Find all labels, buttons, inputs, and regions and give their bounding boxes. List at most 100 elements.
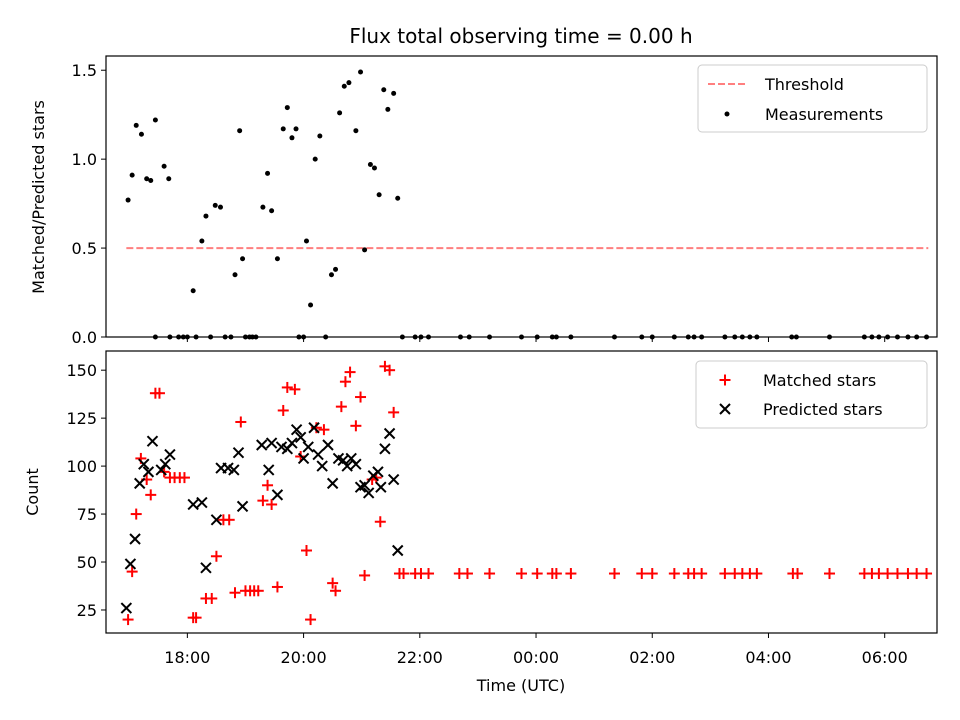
measurement-point-57	[385, 106, 391, 112]
x-stroke-b	[263, 464, 275, 476]
predicted-star-point-20	[263, 464, 275, 476]
x-stroke-b	[358, 479, 371, 491]
predicted-star-point-1	[124, 558, 137, 570]
measurement-point-41	[308, 302, 314, 308]
matched-star-point-45	[359, 569, 371, 581]
predicted-star-point-8	[159, 458, 171, 470]
matched-star-point-20	[229, 587, 241, 599]
matched-star-point-58	[461, 568, 473, 580]
x-stroke-b	[129, 533, 141, 545]
predicted-star-point-48	[387, 473, 400, 486]
matched-star-point-56	[423, 568, 435, 580]
x-stroke-b	[275, 441, 288, 453]
count-x-tick-label: 20:00	[281, 648, 327, 667]
x-stroke-b	[332, 452, 345, 465]
x-stroke-b	[120, 602, 133, 614]
measurement-point-43	[317, 133, 323, 139]
measurement-point-48	[341, 83, 347, 89]
predicted-star-point-47	[383, 427, 396, 440]
x-stroke-b	[316, 460, 328, 472]
legend-measurements-swatch	[724, 111, 730, 117]
x-stroke-b	[155, 464, 167, 476]
count-panel: 25 50 75 100 125 150 18:00 20:00 22:00 00:00 02:0…	[23, 350, 938, 695]
chart-title: Flux total observing time = 0.00 h	[349, 24, 692, 48]
predicted-star-point-25	[286, 437, 298, 449]
measurement-point-33	[274, 256, 280, 262]
predicted-star-point-34	[326, 477, 339, 490]
predicted-star-point-42	[362, 487, 375, 499]
x-stroke-b	[265, 437, 278, 449]
x-stroke-b	[375, 481, 387, 493]
predicted-star-point-36	[337, 454, 349, 467]
x-stroke-b	[312, 448, 324, 461]
x-stroke-b	[236, 500, 249, 513]
matched-star-point-30	[277, 404, 289, 416]
matched-star-point-14	[190, 612, 202, 624]
predicted-star-point-6	[146, 435, 159, 447]
matched-star-point-37	[318, 424, 330, 436]
ratio-y-axis: 0.0 0.5 1.0 1.5	[72, 61, 106, 347]
measurement-point-40	[303, 238, 309, 244]
matched-star-point-19	[223, 514, 235, 526]
measurement-point-32	[269, 208, 275, 214]
x-stroke-b	[297, 452, 310, 465]
predicted-star-point-16	[228, 464, 240, 476]
matched-star-point-36	[310, 422, 322, 434]
predicted-star-point-45	[375, 481, 387, 493]
measurement-point-20	[217, 204, 223, 210]
ratio-y-tick-label: 1.5	[72, 61, 97, 80]
count-y-tick-label: 100	[66, 457, 97, 476]
predicted-star-point-21	[265, 437, 278, 449]
measurement-point-31	[265, 170, 271, 176]
matched-star-point-83	[882, 568, 894, 580]
count-y-tick-label: 50	[77, 553, 97, 572]
measurement-point-24	[237, 128, 243, 134]
matched-star-point-43	[350, 420, 362, 432]
predicted-star-point-33	[322, 439, 334, 451]
predicted-star-point-2	[129, 533, 141, 545]
x-stroke-b	[142, 466, 155, 478]
ratio-legend-box	[697, 64, 928, 133]
ratio-y-axis-label: Matched/Predicted stars	[29, 100, 48, 294]
count-y-tick-label: 125	[66, 409, 97, 428]
predicted-star-point-37	[341, 460, 353, 472]
legend-threshold-label: Threshold	[764, 75, 844, 94]
count-x-axis-label: Time (UTC)	[476, 676, 565, 695]
x-stroke-b	[308, 422, 320, 434]
predicted-star-point-10	[187, 498, 199, 511]
predicted-star-point-7	[155, 464, 167, 476]
count-y-tick-label: 25	[77, 601, 97, 620]
x-stroke-b	[345, 452, 357, 465]
matched-star-point-78	[792, 568, 804, 580]
legend-measurements-label: Measurements	[765, 105, 883, 124]
predicted-star-point-5	[142, 466, 155, 478]
predicted-star-point-49	[392, 544, 404, 557]
x-stroke-b	[302, 441, 314, 453]
measurement-point-51	[358, 69, 364, 75]
predicted-star-point-18	[236, 500, 249, 513]
ratio-y-tick-label: 0.0	[72, 328, 97, 347]
matched-star-point-60	[516, 568, 527, 580]
measurement-point-56	[381, 87, 387, 93]
matched-star-point-32	[289, 383, 301, 395]
matched-star-point-48	[374, 516, 386, 528]
count-legend: Matched stars Predicted stars	[695, 360, 928, 429]
count-x-tick-label: 06:00	[862, 648, 908, 667]
x-stroke-b	[326, 477, 339, 490]
count-series-layer	[120, 360, 933, 626]
ratio-y-tick-label: 0.5	[72, 239, 97, 258]
measurement-point-58	[391, 90, 397, 96]
x-stroke-b	[164, 448, 176, 461]
predicted-star-point-13	[210, 514, 223, 526]
x-stroke-b	[322, 439, 334, 451]
legend-matched-swatch	[719, 374, 731, 386]
x-stroke-b	[341, 460, 353, 472]
ratio-x-ticks	[186, 337, 886, 342]
matched-star-point-25	[252, 585, 264, 597]
matched-star-point-21	[235, 416, 247, 428]
predicted-star-point-12	[200, 562, 212, 574]
measurement-point-8	[166, 176, 172, 182]
predicted-star-point-19	[256, 439, 268, 451]
measurement-point-14	[190, 288, 196, 294]
